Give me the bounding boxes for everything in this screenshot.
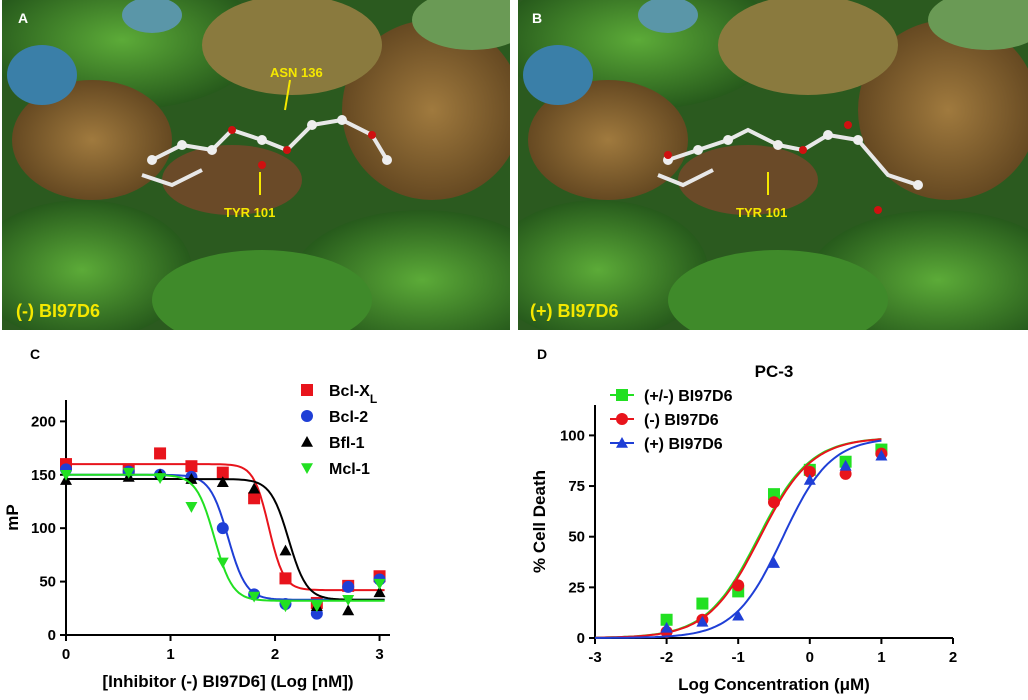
panel-c-letter: C [30, 346, 40, 362]
data-point [185, 460, 198, 473]
data-point [216, 557, 229, 569]
data-point [279, 572, 292, 585]
y-axis-label: mP [3, 504, 22, 530]
y-tick-label: 100 [560, 427, 585, 444]
panel-b-image: B TYR 101 (+) BI97D6 [518, 0, 1028, 330]
x-tick-label: 1 [877, 649, 885, 666]
data-point [216, 476, 229, 488]
data-point [342, 604, 355, 616]
x-tick-label: -2 [660, 649, 673, 666]
y-tick-label: 0 [48, 627, 56, 644]
fit-curve [595, 439, 882, 639]
data-point [342, 594, 355, 606]
y-tick-label: 200 [31, 413, 56, 430]
y-axis-label: % Cell Death [530, 470, 549, 573]
data-point [342, 580, 355, 593]
x-tick-label: 3 [375, 646, 383, 663]
x-axis-label: [Inhibitor (-) BI97D6] (Log [nM]) [102, 672, 353, 691]
y-tick-label: 50 [568, 529, 585, 546]
data-point [732, 609, 745, 621]
compound-label-a: (-) BI97D6 [16, 301, 100, 321]
legend-label: (-) BI97D6 [644, 412, 719, 429]
data-point [122, 467, 135, 479]
x-tick-label: 2 [271, 646, 279, 663]
y-tick-label: 50 [39, 574, 56, 591]
series-2: (+) BI97D6 [595, 436, 888, 639]
residue-label-asn136: ASN 136 [270, 65, 323, 80]
data-point [248, 591, 261, 603]
asn136-pointer [284, 79, 291, 111]
y-tick-label: 100 [31, 520, 56, 537]
data-point [373, 578, 386, 590]
data-point [768, 557, 780, 568]
x-tick-label: 1 [166, 646, 174, 663]
data-point [154, 473, 167, 484]
data-point [660, 613, 673, 626]
series-3: Mcl-1 [60, 461, 386, 613]
chart-d: 0 25 50 75 100 -3 -2 -1 0 1 2 Log Concentration (μM… [530, 362, 957, 694]
x-tick-label: 0 [806, 649, 814, 666]
chart-c: 0 50 100 150 200 0 1 2 3 [Inhibitor (-) BI97D6] (… [3, 383, 390, 691]
series-1: (-) BI97D6 [594, 412, 888, 639]
y-tick-label: 0 [577, 630, 585, 647]
legend-label: Bcl-XL [329, 383, 377, 406]
panel-a-letter: A [18, 10, 28, 26]
fit-curve [66, 478, 385, 601]
fit-curve [66, 463, 385, 592]
panel-b-letter: B [532, 10, 542, 26]
x-tick-label: 0 [62, 646, 70, 663]
fit-curve [594, 438, 882, 639]
panel-a-image: A ASN 136 TYR 101 (-) BI97D6 [2, 0, 510, 330]
fit-curve [66, 473, 385, 601]
data-point [154, 447, 167, 460]
legend-label: Bcl-2 [329, 409, 368, 426]
legend-marker [301, 410, 313, 422]
data-point [839, 459, 852, 471]
x-tick-label: -1 [732, 649, 745, 666]
legend-label: (+) BI97D6 [644, 436, 723, 453]
protein-surface-b: B TYR 101 (+) BI97D6 [518, 0, 1028, 330]
data-point [696, 597, 709, 610]
series-0: (+/-) BI97D6 [595, 388, 888, 639]
y-tick-label: 75 [568, 478, 585, 495]
compound-label-b: (+) BI97D6 [530, 301, 619, 321]
residue-label-tyr101: TYR 101 [224, 205, 275, 220]
data-point [732, 579, 745, 592]
legend-marker [301, 384, 313, 396]
panel-d-letter: D [537, 346, 547, 362]
data-point [279, 601, 292, 613]
protein-surface-a: A ASN 136 TYR 101 (-) BI97D6 [2, 0, 510, 330]
data-point [279, 544, 292, 556]
y-tick-label: 150 [31, 467, 56, 484]
data-point [768, 496, 780, 509]
data-point [839, 467, 852, 480]
data-point [875, 449, 888, 461]
chart-title: PC-3 [755, 362, 794, 381]
data-point [185, 502, 198, 513]
fit-curve [66, 473, 385, 602]
legend-label: Mcl-1 [329, 461, 370, 478]
x-tick-label: -3 [588, 649, 601, 666]
legend-marker [301, 463, 313, 474]
residue-label-tyr101-b: TYR 101 [736, 205, 787, 220]
x-axis-label: Log Concentration (μM) [678, 675, 870, 694]
data-point [248, 492, 261, 505]
legend-marker [301, 436, 313, 447]
data-point [803, 465, 816, 478]
data-point [216, 522, 229, 535]
data-point [216, 466, 229, 479]
data-point [310, 601, 323, 613]
x-tick-label: 2 [949, 649, 957, 666]
data-point [248, 482, 261, 494]
y-tick-label: 25 [568, 579, 585, 596]
data-point [660, 621, 673, 633]
fit-curve [595, 438, 882, 639]
data-point [696, 615, 709, 627]
data-point [60, 469, 72, 481]
data-point [803, 473, 816, 485]
data-point [373, 586, 386, 598]
legend-label: (+/-) BI97D6 [644, 388, 733, 405]
legend-label: Bfl-1 [329, 435, 365, 452]
